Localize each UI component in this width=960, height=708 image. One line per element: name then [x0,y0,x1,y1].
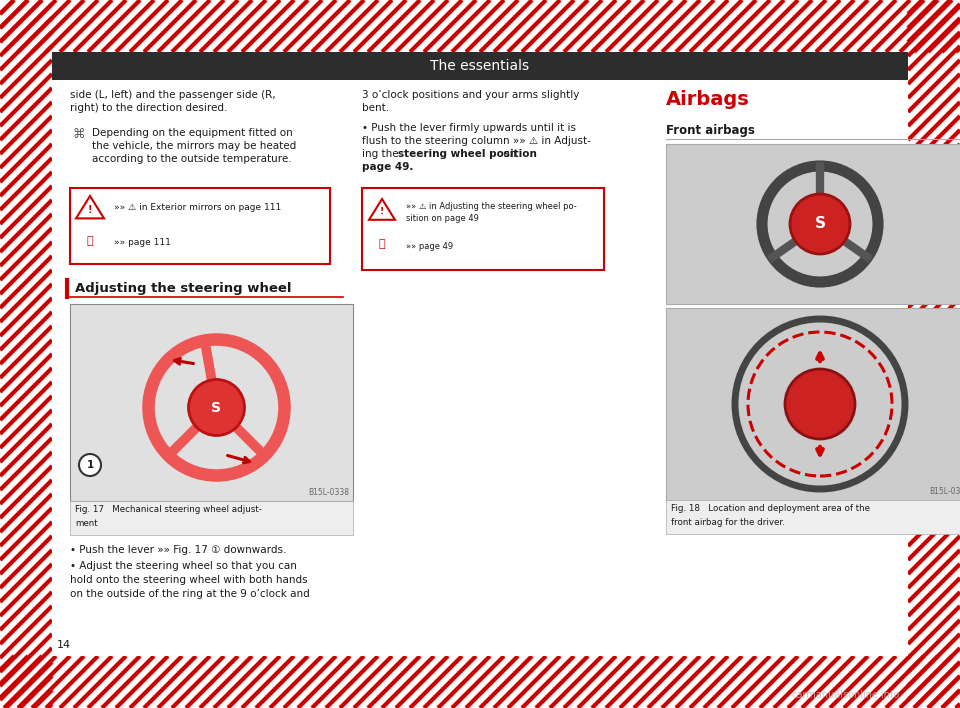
Text: side (L, left) and the passenger side (R,: side (L, left) and the passenger side (R… [70,90,276,100]
Text: according to the outside temperature.: according to the outside temperature. [92,154,292,164]
Text: front airbag for the driver.: front airbag for the driver. [671,518,785,527]
Text: Fig. 18   Location and deployment area of the: Fig. 18 Location and deployment area of … [671,504,870,513]
Text: flush to the steering column »» ⚠ in Adjust-: flush to the steering column »» ⚠ in Adj… [362,136,590,146]
Bar [666,308,960,500]
Text: »» page 49: »» page 49 [406,242,453,251]
Text: The essentials: The essentials [430,59,530,73]
Text: !: ! [87,205,92,215]
Text: on: on [500,149,516,159]
Text: ing the: ing the [362,149,402,159]
Text: Fig. 17   Mechanical steering wheel adjust-: Fig. 17 Mechanical steering wheel adjust… [75,505,262,514]
Bar [70,304,353,501]
Circle shape [79,454,101,476]
Text: hold onto the steering wheel with both hands: hold onto the steering wheel with both h… [70,575,307,585]
Bar [70,501,353,535]
Circle shape [188,379,245,435]
Text: S: S [211,401,222,414]
Text: sition on page 49: sition on page 49 [406,214,479,223]
Circle shape [790,194,850,254]
Text: • Push the lever firmly upwards until it is: • Push the lever firmly upwards until it… [362,123,576,133]
Text: • Push the lever »» Fig. 17 ① downwards.: • Push the lever »» Fig. 17 ① downwards. [70,545,286,555]
Text: carmanualsonline.info: carmanualsonline.info [792,690,900,700]
Text: the vehicle, the mirrors may be heated: the vehicle, the mirrors may be heated [92,141,297,151]
Text: B15L-0338: B15L-0338 [308,488,349,497]
Text: page 49.: page 49. [362,162,414,172]
Circle shape [785,369,855,439]
Text: on the outside of the ring at the 9 o’clock and: on the outside of the ring at the 9 o’cl… [70,589,310,599]
Bar [52,52,908,656]
Bar [666,500,960,534]
Text: »» ⚠ in Exterior mirrors on page 111: »» ⚠ in Exterior mirrors on page 111 [114,203,281,212]
Text: »» page 111: »» page 111 [114,238,171,247]
Text: »» ⚠ in Adjusting the steering wheel po-: »» ⚠ in Adjusting the steering wheel po- [406,202,577,211]
Text: bent.: bent. [362,103,389,113]
Text: • Adjust the steering wheel so that you can: • Adjust the steering wheel so that you … [70,561,297,571]
Text: ment: ment [75,519,98,528]
Text: !: ! [380,207,384,217]
Bar [52,52,908,80]
Text: 14: 14 [57,640,71,650]
Text: 3 o’clock positions and your arms slightly: 3 o’clock positions and your arms slight… [362,90,580,100]
Bar [666,144,960,304]
Text: steering wheel position: steering wheel position [398,149,537,159]
Text: Airbags: Airbags [666,90,750,109]
Bar [362,188,604,270]
Text: 📖: 📖 [378,239,385,249]
Text: B15L-0337: B15L-0337 [929,487,960,496]
Text: ⌘: ⌘ [72,128,84,141]
Text: Adjusting the steering wheel: Adjusting the steering wheel [75,282,292,295]
Bar [70,188,330,264]
Text: S: S [814,217,826,232]
Text: Front airbags: Front airbags [666,124,755,137]
Text: right) to the direction desired.: right) to the direction desired. [70,103,228,113]
Text: 1: 1 [86,460,94,470]
Text: 📖: 📖 [86,236,93,246]
Text: Depending on the equipment fitted on: Depending on the equipment fitted on [92,128,293,138]
